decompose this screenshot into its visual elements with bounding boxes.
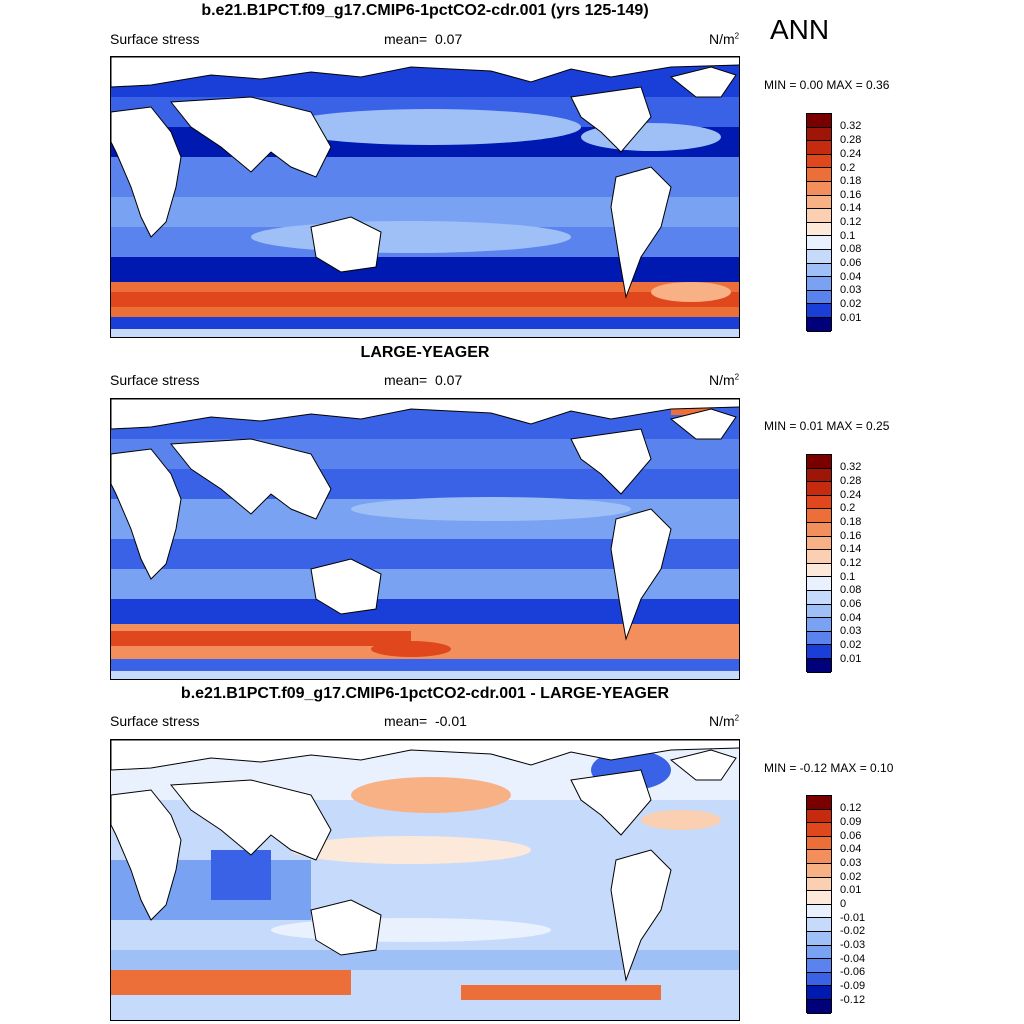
colorbar-tick: 0.08 <box>840 584 862 596</box>
panel-3-variable: Surface stress <box>110 713 200 729</box>
panel-1-title: b.e21.B1PCT.f09_g17.CMIP6-1pctCO2-cdr.00… <box>201 2 649 19</box>
panel-2-variable: Surface stress <box>110 372 200 388</box>
panel-1-units: N/m2 <box>709 31 740 47</box>
colorbar-tick: -0.06 <box>840 966 866 978</box>
panel-3-title: b.e21.B1PCT.f09_g17.CMIP6-1pctCO2-cdr.00… <box>180 685 670 702</box>
panel-2-units: N/m2 <box>709 372 740 388</box>
colorbar-tick: 0.04 <box>840 612 862 624</box>
colorbar-tick: -0.02 <box>840 925 866 937</box>
colorbar-tick: 0.01 <box>840 312 862 324</box>
panel-3-colorbar <box>806 795 832 1014</box>
colorbar-tick: 0.12 <box>840 557 862 569</box>
colorbar-tick: 0.14 <box>840 543 862 555</box>
panel-2-colorbar <box>806 454 832 673</box>
colorbar-tick: 0.02 <box>840 871 862 883</box>
panel-2-mean: mean= 0.07 <box>384 372 463 388</box>
colorbar-tick: 0.01 <box>840 653 862 665</box>
colorbar-tick: 0.04 <box>840 271 862 283</box>
colorbar-tick: -0.03 <box>840 939 866 951</box>
colorbar-tick: 0.24 <box>840 148 862 160</box>
colorbar-tick: 0.16 <box>840 530 862 542</box>
colorbar-tick: 0.06 <box>840 257 862 269</box>
colorbar-tick: 0.08 <box>840 243 862 255</box>
colorbar-tick: 0.24 <box>840 489 862 501</box>
colorbar-tick: 0.12 <box>840 216 862 228</box>
panel-2-map-svg <box>111 399 739 679</box>
colorbar-tick: 0.14 <box>840 202 862 214</box>
panel-1-variable: Surface stress <box>110 31 200 47</box>
colorbar-tick: 0.06 <box>840 830 862 842</box>
colorbar-tick: 0.32 <box>840 461 862 473</box>
panel-1-minmax: MIN = 0.00 MAX = 0.36 <box>764 78 890 92</box>
colorbar-tick: -0.01 <box>840 912 866 924</box>
colorbar-tick: 0.09 <box>840 816 862 828</box>
colorbar-tick: -0.12 <box>840 994 866 1006</box>
panel-2-map <box>110 398 740 680</box>
colorbar-tick: 0.32 <box>840 120 862 132</box>
colorbar-tick: 0.28 <box>840 134 862 146</box>
colorbar-tick: -0.09 <box>840 980 866 992</box>
colorbar-tick: 0.02 <box>840 639 862 651</box>
colorbar-tick: 0.03 <box>840 284 862 296</box>
colorbar-tick: 0.01 <box>840 884 862 896</box>
season-label: ANN <box>770 14 830 45</box>
colorbar-tick: 0.2 <box>840 162 856 174</box>
panel-3-mean: mean= -0.01 <box>384 713 467 729</box>
panel-1-map <box>110 56 740 338</box>
colorbar-tick: 0.28 <box>840 475 862 487</box>
panel-3-map-svg <box>111 740 739 1020</box>
panel-1-mean: mean= 0.07 <box>384 31 463 47</box>
colorbar-tick: 0.18 <box>840 175 862 187</box>
colorbar-tick: 0.04 <box>840 843 862 855</box>
panel-3-map <box>110 739 740 1021</box>
colorbar-tick: 0.1 <box>840 230 856 242</box>
colorbar-tick: 0.18 <box>840 516 862 528</box>
colorbar-tick: 0.03 <box>840 625 862 637</box>
colorbar-tick: 0.03 <box>840 857 862 869</box>
colorbar-tick: 0.12 <box>840 802 862 814</box>
panel-3-units: N/m2 <box>709 713 740 729</box>
panel-2-title: LARGE-YEAGER <box>360 344 490 361</box>
colorbar-tick: 0.1 <box>840 571 856 583</box>
panel-1-map-svg <box>111 57 739 337</box>
panel-2-minmax: MIN = 0.01 MAX = 0.25 <box>764 419 890 433</box>
panel-3-minmax: MIN = -0.12 MAX = 0.10 <box>764 761 894 775</box>
colorbar-tick: 0.02 <box>840 298 862 310</box>
colorbar-tick: 0.06 <box>840 598 862 610</box>
colorbar-tick: 0.16 <box>840 189 862 201</box>
colorbar-tick: 0 <box>840 898 847 910</box>
colorbar-tick: -0.04 <box>840 953 866 965</box>
panel-1-colorbar <box>806 113 832 332</box>
colorbar-tick: 0.2 <box>840 502 856 514</box>
